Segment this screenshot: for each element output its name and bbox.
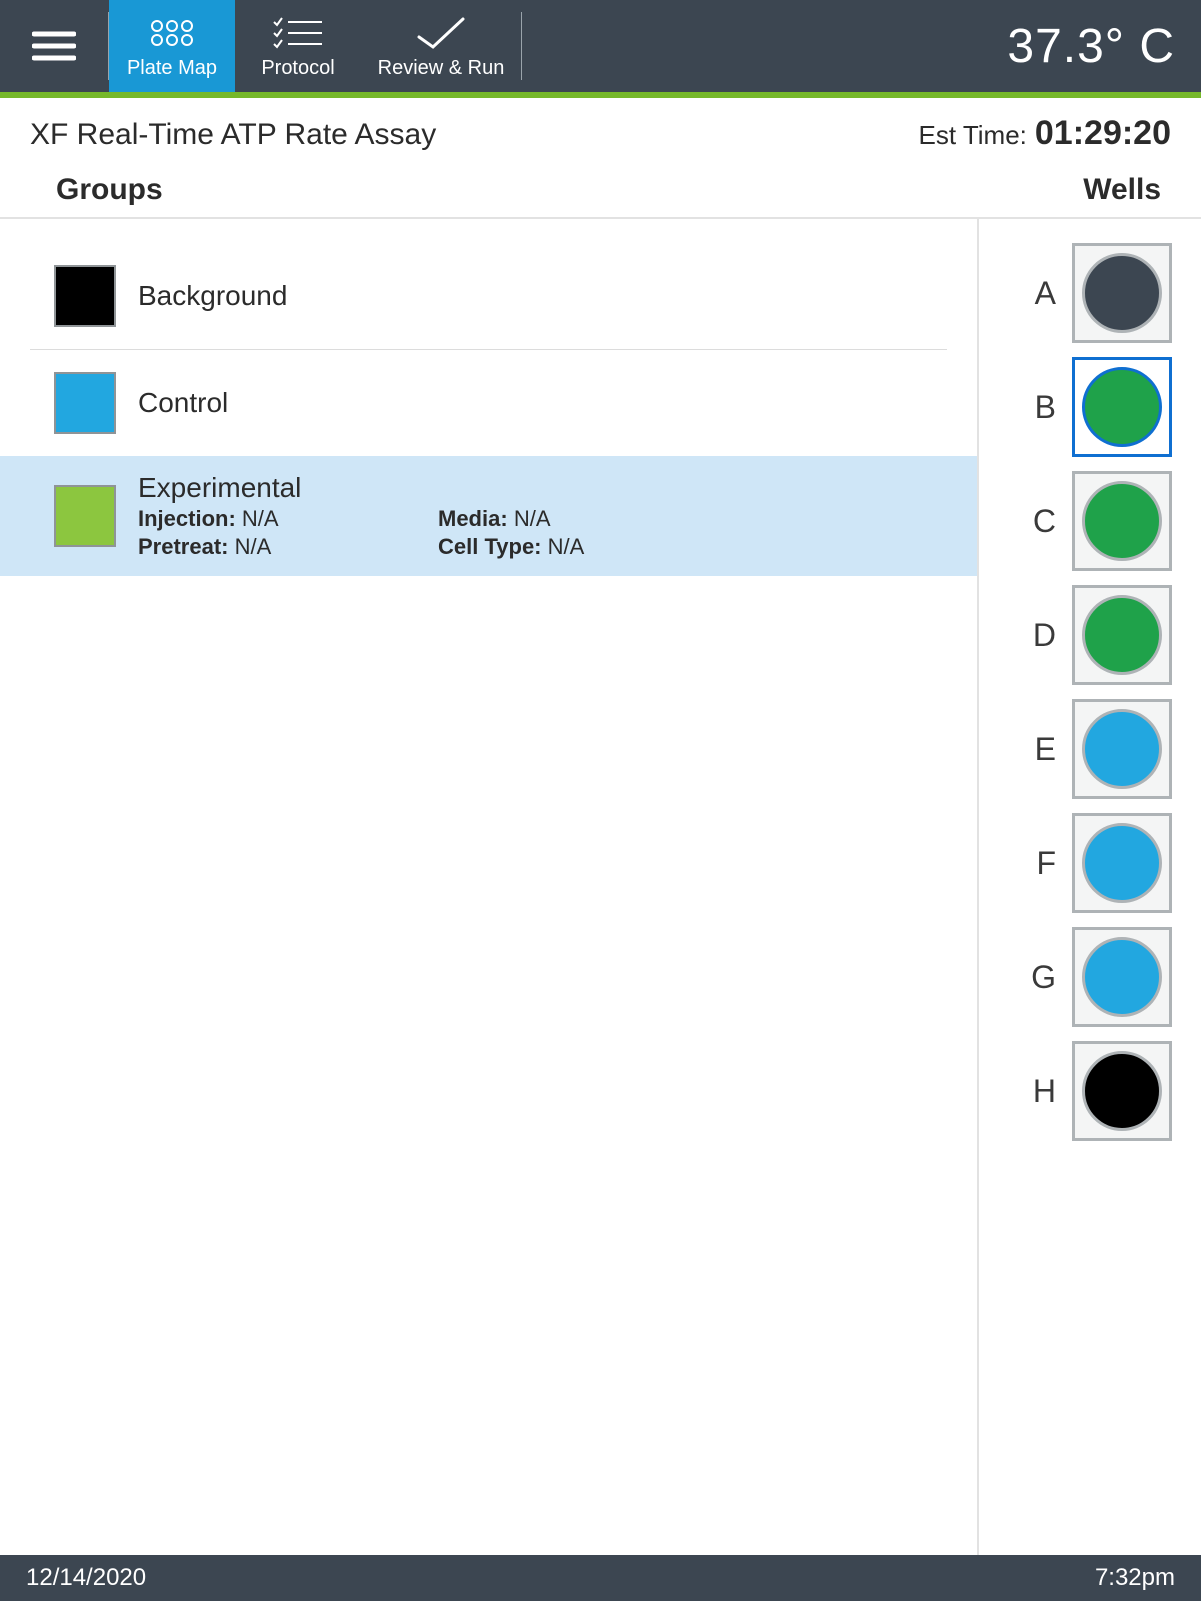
well-row: E [1008, 699, 1172, 799]
group-details: Experimental Injection: N/A Media: N/A P… [138, 472, 738, 560]
menu-button[interactable] [0, 0, 108, 92]
well-row: C [1008, 471, 1172, 571]
tab-protocol[interactable]: Protocol [235, 0, 361, 92]
groups-column: Background Control Experimental Injectio… [0, 219, 979, 1555]
well-circle [1082, 367, 1162, 447]
kv-pair: Pretreat: N/A [138, 534, 438, 560]
status-bar: 12/14/2020 7:32pm [0, 1555, 1201, 1601]
temperature-readout: 37.3° C [522, 0, 1201, 92]
well-letter: B [1008, 389, 1056, 426]
plate-map-icon [148, 18, 196, 48]
group-swatch [54, 265, 116, 327]
well-circle [1082, 1051, 1162, 1131]
group-swatch [54, 372, 116, 434]
group-row-control[interactable]: Control [30, 349, 947, 456]
tab-label: Protocol [261, 57, 334, 80]
wells-heading: Wells [1083, 173, 1171, 207]
well-box[interactable] [1072, 699, 1172, 799]
groups-heading: Groups [56, 173, 1083, 207]
well-row: B [1008, 357, 1172, 457]
well-letter: H [1008, 1073, 1056, 1110]
group-label: Experimental [138, 472, 738, 504]
kv-pair: Media: N/A [438, 506, 738, 532]
tab-label: Review & Run [378, 57, 505, 80]
group-row-experimental[interactable]: Experimental Injection: N/A Media: N/A P… [0, 456, 977, 576]
well-row: F [1008, 813, 1172, 913]
well-circle [1082, 481, 1162, 561]
tab-label: Plate Map [127, 57, 217, 80]
well-box[interactable] [1072, 927, 1172, 1027]
content-area: Background Control Experimental Injectio… [0, 219, 1201, 1555]
est-time-label: Est Time: [919, 120, 1027, 151]
well-box[interactable] [1072, 357, 1172, 457]
title-row: XF Real-Time ATP Rate Assay Est Time: 01… [0, 98, 1201, 167]
checkmark-icon [413, 15, 469, 51]
well-box[interactable] [1072, 471, 1172, 571]
well-box[interactable] [1072, 243, 1172, 343]
well-circle [1082, 253, 1162, 333]
hamburger-icon [32, 30, 76, 62]
tab-plate-map[interactable]: Plate Map [109, 0, 235, 92]
well-box[interactable] [1072, 813, 1172, 913]
section-header: Groups Wells [0, 167, 1201, 219]
kv-pair: Injection: N/A [138, 506, 438, 532]
well-row: H [1008, 1041, 1172, 1141]
well-letter: E [1008, 731, 1056, 768]
well-box[interactable] [1072, 1041, 1172, 1141]
est-time-value: 01:29:20 [1035, 114, 1171, 153]
well-letter: F [1008, 845, 1056, 882]
status-date: 12/14/2020 [26, 1564, 1095, 1592]
well-circle [1082, 595, 1162, 675]
kv-pair: Cell Type: N/A [438, 534, 738, 560]
top-bar: Plate Map Protocol Review & Run 37.3° C [0, 0, 1201, 92]
well-box[interactable] [1072, 585, 1172, 685]
status-time: 7:32pm [1095, 1564, 1175, 1592]
group-label: Control [138, 387, 228, 419]
protocol-icon [272, 16, 324, 50]
tab-review-run[interactable]: Review & Run [361, 0, 521, 92]
well-circle [1082, 709, 1162, 789]
well-circle [1082, 937, 1162, 1017]
well-row: D [1008, 585, 1172, 685]
well-letter: C [1008, 503, 1056, 540]
group-swatch [54, 485, 116, 547]
assay-title: XF Real-Time ATP Rate Assay [30, 118, 919, 152]
well-row: G [1008, 927, 1172, 1027]
well-letter: D [1008, 617, 1056, 654]
well-circle [1082, 823, 1162, 903]
well-letter: G [1008, 959, 1056, 996]
wells-column: A B C D E F G H [979, 219, 1201, 1555]
well-letter: A [1008, 275, 1056, 312]
group-label: Background [138, 280, 287, 312]
group-row-background[interactable]: Background [0, 243, 977, 349]
well-row: A [1008, 243, 1172, 343]
